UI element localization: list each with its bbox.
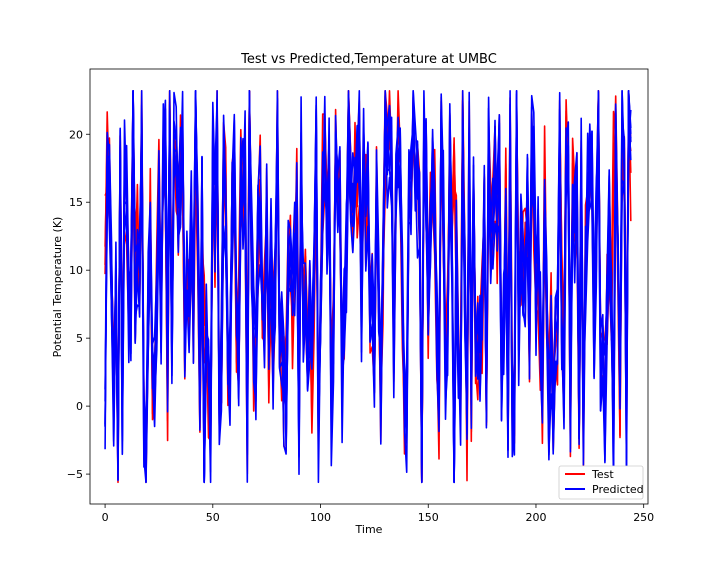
y-axis: −5 0 5 10 15 20	[67, 128, 90, 481]
x-axis: 0 50 100 150 200 250	[102, 504, 654, 524]
legend: Test Predicted	[558, 465, 644, 500]
y-axis-label: Potential Temperature (K)	[51, 217, 64, 358]
plot-area	[89, 68, 649, 505]
x-tick-label: 250	[633, 511, 654, 524]
x-tick-label: 50	[206, 511, 220, 524]
y-tick-label: 10	[69, 264, 83, 277]
series-layer	[104, 90, 632, 484]
legend-label-test: Test	[591, 468, 614, 481]
x-tick-label: 200	[525, 511, 546, 524]
chart-title: Test vs Predicted,Temperature at UMBC	[240, 52, 497, 67]
x-tick-label: 100	[310, 511, 331, 524]
y-tick-label: 5	[76, 332, 83, 345]
y-tick-label: 0	[76, 400, 83, 413]
y-tick-label: −5	[67, 468, 83, 481]
legend-label-predicted: Predicted	[592, 483, 644, 496]
x-axis-label: Time	[355, 523, 383, 536]
y-tick-label: 15	[69, 196, 83, 209]
x-tick-label: 0	[102, 511, 109, 524]
plot-frame	[89, 68, 649, 505]
y-tick-label: 20	[69, 128, 83, 141]
series-line-predicted	[104, 90, 632, 484]
x-tick-label: 150	[418, 511, 439, 524]
